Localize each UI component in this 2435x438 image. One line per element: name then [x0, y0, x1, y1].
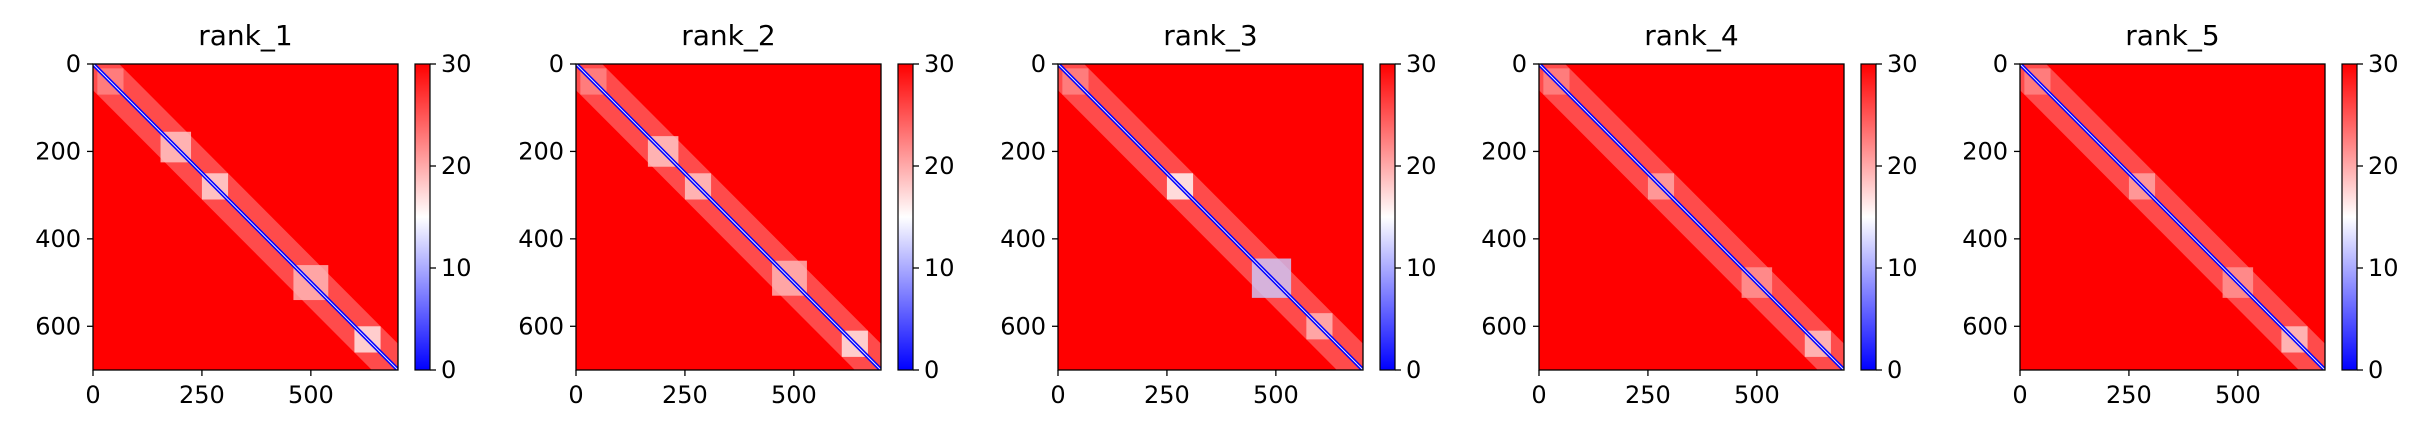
- colorbar: [414, 63, 431, 371]
- colorbar-tick-label: 30: [1887, 50, 1918, 78]
- colorbar: [1379, 63, 1396, 371]
- colorbar-tick-label: 10: [1406, 254, 1437, 282]
- colorbar-tick-label: 10: [441, 254, 472, 282]
- colorbar-tick-label: 20: [2368, 152, 2399, 180]
- panel-title: rank_5: [2125, 19, 2219, 52]
- x-tick-label: 0: [85, 381, 100, 409]
- y-tick-label: 200: [35, 137, 81, 165]
- colorbar-tick-label: 10: [1887, 254, 1918, 282]
- y-tick-label: 0: [66, 50, 81, 78]
- y-tick-label: 0: [1512, 50, 1527, 78]
- y-tick-label: 400: [1481, 225, 1527, 253]
- diagonal-highlight: [2020, 64, 2325, 370]
- panel-title: rank_1: [198, 19, 292, 52]
- panel-title: rank_4: [1644, 19, 1738, 52]
- panel-title: rank_2: [681, 19, 775, 52]
- colorbar: [1860, 63, 1877, 371]
- colorbar-tick-label: 20: [441, 152, 472, 180]
- diagonal-highlight: [1058, 64, 1363, 370]
- colorbar-tick-label: 30: [441, 50, 472, 78]
- y-tick-label: 400: [35, 225, 81, 253]
- colorbar: [897, 63, 914, 371]
- x-tick-label: 500: [1734, 381, 1780, 409]
- plot-frame: [92, 63, 399, 371]
- x-tick-label: 250: [1144, 381, 1190, 409]
- heatmap-panel: rank_4 0 200 400 600 0 250 500 0 10 20 30: [1481, 19, 1917, 409]
- colorbar-tick-label: 30: [924, 50, 955, 78]
- x-tick-label: 250: [662, 381, 708, 409]
- y-tick-label: 400: [518, 225, 564, 253]
- y-tick-label: 200: [1000, 137, 1046, 165]
- x-tick-label: 250: [179, 381, 225, 409]
- colorbar-tick-label: 0: [1887, 356, 1902, 384]
- colorbar-tick-label: 20: [924, 152, 955, 180]
- y-tick-label: 600: [1962, 312, 2008, 340]
- plot-frame: [575, 63, 882, 371]
- x-tick-label: 0: [2012, 381, 2027, 409]
- y-tick-label: 200: [1962, 137, 2008, 165]
- colorbar-tick-label: 30: [1406, 50, 1437, 78]
- diagonal-highlight: [93, 64, 398, 370]
- panel-title: rank_3: [1163, 19, 1257, 52]
- y-tick-label: 400: [1000, 225, 1046, 253]
- heatmap-panel: rank_2 0 200 400 600 0 250 500 0 10 20 30: [518, 19, 954, 409]
- y-tick-label: 400: [1962, 225, 2008, 253]
- y-tick-label: 200: [1481, 137, 1527, 165]
- plot-frame: [2019, 63, 2326, 371]
- x-tick-label: 500: [1253, 381, 1299, 409]
- y-tick-label: 0: [1031, 50, 1046, 78]
- heatmap-panel: rank_5 0 200 400 600 0 250 500 0 10 20 30: [1962, 19, 2398, 409]
- y-tick-label: 600: [1481, 312, 1527, 340]
- y-tick-label: 600: [518, 312, 564, 340]
- y-tick-label: 600: [1000, 312, 1046, 340]
- x-tick-label: 250: [1625, 381, 1671, 409]
- colorbar-tick-label: 10: [924, 254, 955, 282]
- colorbar-tick-label: 0: [1406, 356, 1421, 384]
- plot-frame: [1538, 63, 1845, 371]
- colorbar-tick-label: 20: [1887, 152, 1918, 180]
- colorbar-tick-label: 0: [924, 356, 939, 384]
- x-tick-label: 500: [288, 381, 334, 409]
- colorbar-tick-label: 20: [1406, 152, 1437, 180]
- diagonal-highlight: [1539, 64, 1844, 370]
- x-tick-label: 250: [2106, 381, 2152, 409]
- colorbar-tick-label: 0: [441, 356, 456, 384]
- x-tick-label: 500: [771, 381, 817, 409]
- y-tick-label: 200: [518, 137, 564, 165]
- colorbar-tick-label: 0: [2368, 356, 2383, 384]
- colorbar-tick-label: 10: [2368, 254, 2399, 282]
- colorbar-tick-label: 30: [2368, 50, 2399, 78]
- x-tick-label: 0: [1050, 381, 1065, 409]
- y-tick-label: 0: [549, 50, 564, 78]
- heatmap-panel: rank_1 0 200 400 600 0 250 500 0 10 20 30: [35, 19, 471, 409]
- heatmap-panel: rank_3 0 200 400 600 0 250 500 0 10 20 30: [1000, 19, 1436, 409]
- colorbar: [2341, 63, 2358, 371]
- x-tick-label: 0: [1531, 381, 1546, 409]
- x-tick-label: 0: [568, 381, 583, 409]
- plot-frame: [1057, 63, 1364, 371]
- y-tick-label: 600: [35, 312, 81, 340]
- diagonal-highlight: [576, 64, 881, 370]
- y-tick-label: 0: [1993, 50, 2008, 78]
- x-tick-label: 500: [2215, 381, 2261, 409]
